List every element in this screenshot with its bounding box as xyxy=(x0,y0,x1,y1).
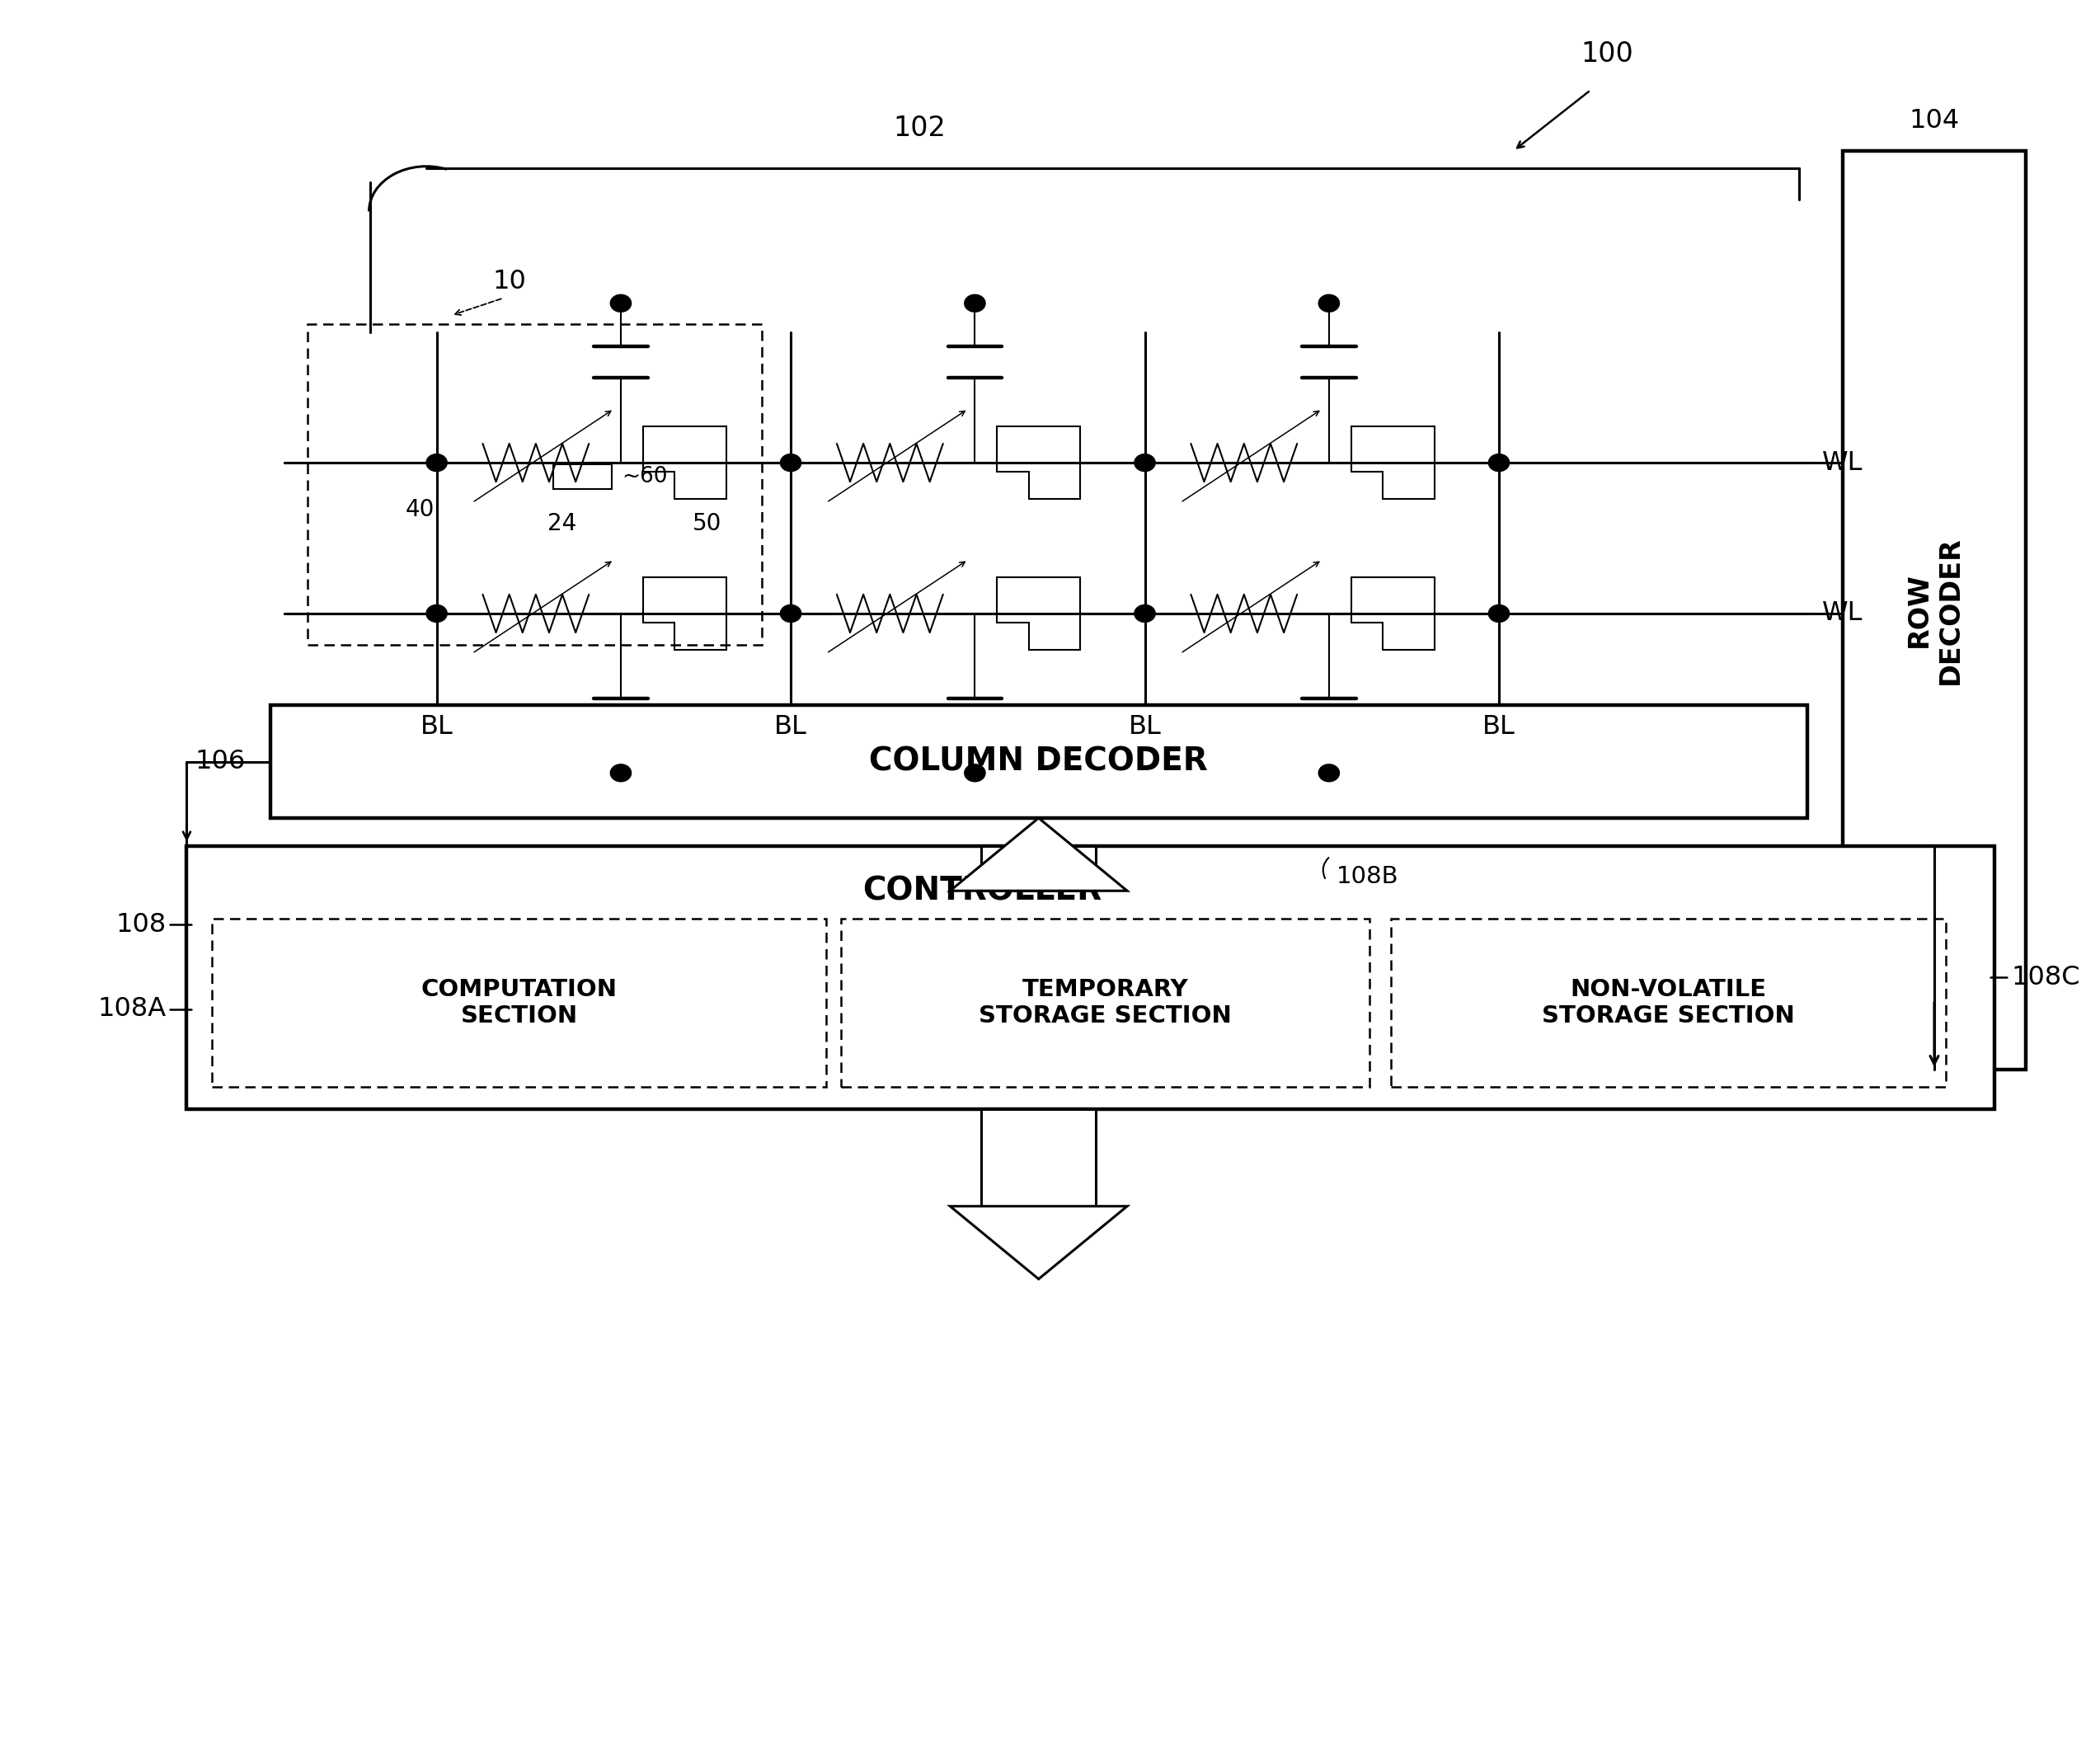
Circle shape xyxy=(1134,606,1155,623)
Circle shape xyxy=(1134,454,1155,472)
Text: 102: 102 xyxy=(895,115,947,143)
Circle shape xyxy=(426,606,447,623)
Text: ~60: ~60 xyxy=(622,466,668,487)
Text: BL: BL xyxy=(775,713,806,739)
Bar xyxy=(271,705,1808,818)
Circle shape xyxy=(964,764,985,781)
Text: 40: 40 xyxy=(405,498,435,520)
Bar xyxy=(981,846,1096,891)
Text: 108B: 108B xyxy=(1336,865,1399,889)
Text: 50: 50 xyxy=(693,512,722,534)
Text: 108: 108 xyxy=(116,912,166,938)
Text: COMPUTATION
SECTION: COMPUTATION SECTION xyxy=(420,978,617,1028)
Bar xyxy=(981,1108,1096,1206)
Text: BL: BL xyxy=(1483,713,1516,739)
Text: WL: WL xyxy=(1823,600,1863,626)
Text: NON-VOLATILE
STORAGE SECTION: NON-VOLATILE STORAGE SECTION xyxy=(1541,978,1796,1028)
Text: 10: 10 xyxy=(493,270,527,294)
Text: 106: 106 xyxy=(195,748,246,774)
Circle shape xyxy=(1489,606,1510,623)
Text: CONTROLLER: CONTROLLER xyxy=(863,875,1103,907)
Bar xyxy=(1390,919,1947,1088)
Text: WL: WL xyxy=(1823,451,1863,475)
Circle shape xyxy=(611,764,632,781)
Text: BL: BL xyxy=(1128,713,1161,739)
Bar xyxy=(552,465,611,489)
Circle shape xyxy=(611,294,632,311)
Text: 24: 24 xyxy=(548,512,575,534)
Bar xyxy=(842,919,1369,1088)
Circle shape xyxy=(426,454,447,472)
Circle shape xyxy=(964,294,985,311)
Text: COLUMN DECODER: COLUMN DECODER xyxy=(869,746,1207,778)
Text: ROW
DECODER: ROW DECODER xyxy=(1905,536,1964,684)
Bar xyxy=(307,324,762,646)
Text: TEMPORARY
STORAGE SECTION: TEMPORARY STORAGE SECTION xyxy=(979,978,1231,1028)
Circle shape xyxy=(1489,454,1510,472)
Text: 108C: 108C xyxy=(2012,964,2081,990)
Polygon shape xyxy=(949,1206,1128,1279)
Circle shape xyxy=(1319,764,1340,781)
Bar xyxy=(212,919,827,1088)
Text: 100: 100 xyxy=(1581,40,1634,68)
Circle shape xyxy=(781,606,802,623)
Text: BL: BL xyxy=(420,713,454,739)
Circle shape xyxy=(1319,294,1340,311)
Polygon shape xyxy=(949,818,1128,891)
Circle shape xyxy=(781,454,802,472)
Text: 108A: 108A xyxy=(97,997,166,1021)
Text: 104: 104 xyxy=(1909,108,1959,134)
Bar xyxy=(1842,151,2026,1070)
Bar xyxy=(187,846,1995,1108)
